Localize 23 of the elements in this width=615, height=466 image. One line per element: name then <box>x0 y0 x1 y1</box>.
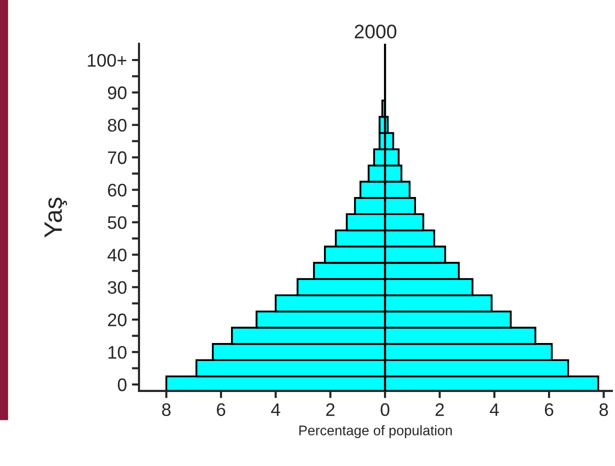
x-tick-label: 2 <box>326 403 334 416</box>
y-tick-label: 70 <box>108 151 126 164</box>
x-tick-label: 4 <box>271 403 280 416</box>
x-tick-label: 6 <box>216 403 226 416</box>
y-axis-title: Yaş <box>44 198 68 238</box>
y-tick-label: 10 <box>108 346 126 359</box>
y-tick-label: 20 <box>108 314 126 326</box>
x-tick-label: 4 <box>490 403 499 416</box>
y-tick-label: 30 <box>108 281 126 294</box>
x-tick-label: 0 <box>380 403 390 416</box>
y-tick-label: 60 <box>108 184 126 197</box>
x-tick-label: 8 <box>599 403 608 416</box>
x-tick-label: 2 <box>436 403 444 416</box>
y-tick-label: 50 <box>108 216 126 229</box>
y-tick-label: 90 <box>108 86 126 100</box>
y-tick-label: 100+ <box>88 54 126 67</box>
y-tick-label: 0 <box>118 378 126 392</box>
y-tick-label: 40 <box>108 248 126 262</box>
x-tick-label: 6 <box>544 403 554 416</box>
x-tick-label: 8 <box>162 403 171 416</box>
x-axis-title: Percentage of population <box>299 425 452 438</box>
chart-title: 2000 <box>354 24 396 38</box>
y-tick-label: 80 <box>108 118 126 132</box>
